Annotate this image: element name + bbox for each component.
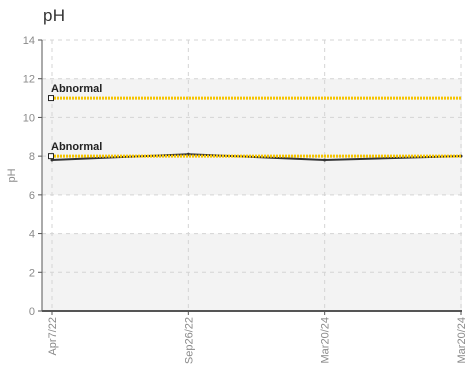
y-tick-label-12: 12 bbox=[23, 74, 35, 86]
x-tick-label-3: Mar20/24 bbox=[456, 317, 468, 363]
reference-marker-0 bbox=[48, 95, 54, 102]
reference-label-0: Abnormal bbox=[51, 83, 102, 95]
reference-label-1: Abnormal bbox=[51, 141, 102, 153]
y-tick-label-4: 4 bbox=[29, 229, 35, 241]
y-axis-label: pH bbox=[6, 168, 18, 182]
x-tick-label-1: Sep26/22 bbox=[183, 317, 195, 364]
chart-title: pH bbox=[43, 6, 66, 25]
y-tick-label-10: 10 bbox=[23, 112, 35, 124]
y-tick-label-8: 8 bbox=[29, 151, 35, 163]
data-point-0-2 bbox=[323, 158, 327, 162]
x-tick-label-2: Mar20/24 bbox=[320, 317, 332, 363]
y-tick-label-6: 6 bbox=[29, 190, 35, 202]
band-0 bbox=[42, 78, 462, 195]
y-tick-label-14: 14 bbox=[23, 35, 35, 47]
x-tick-label-0: Apr7/22 bbox=[47, 317, 59, 356]
data-point-0-0 bbox=[50, 158, 54, 162]
y-tick-label-0: 0 bbox=[29, 306, 35, 318]
reference-marker-1 bbox=[48, 153, 54, 160]
y-tick-label-2: 2 bbox=[29, 267, 35, 279]
